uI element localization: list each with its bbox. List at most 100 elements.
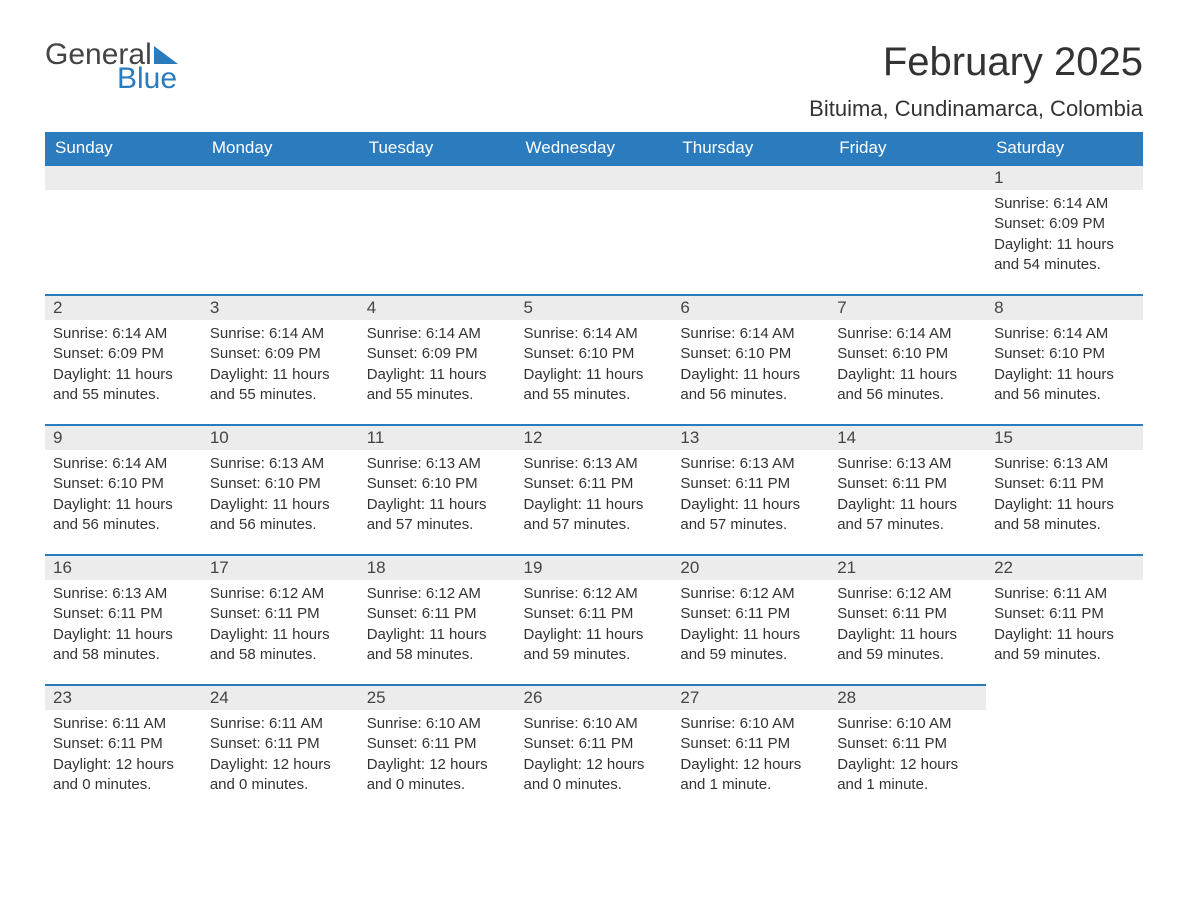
sunset-line: Sunset: 6:11 PM	[367, 605, 477, 622]
day-number: 24	[202, 684, 359, 710]
sunrise-line: Sunrise: 6:10 AM	[524, 715, 638, 732]
weekday-header: Tuesday	[359, 132, 516, 164]
empty-day-header	[359, 164, 516, 190]
calendar-cell: 26Sunrise: 6:10 AMSunset: 6:11 PMDayligh…	[516, 684, 673, 814]
daylight-line: Daylight: 11 hours and 56 minutes.	[994, 366, 1114, 403]
day-body: Sunrise: 6:14 AMSunset: 6:10 PMDaylight:…	[829, 320, 986, 415]
day-number: 5	[516, 294, 673, 320]
day-number: 4	[359, 294, 516, 320]
sunset-line: Sunset: 6:10 PM	[210, 475, 321, 492]
daylight-line: Daylight: 11 hours and 59 minutes.	[524, 626, 644, 663]
sunrise-line: Sunrise: 6:10 AM	[680, 715, 794, 732]
calendar-cell: 25Sunrise: 6:10 AMSunset: 6:11 PMDayligh…	[359, 684, 516, 814]
sunset-line: Sunset: 6:09 PM	[994, 215, 1105, 232]
weekday-header-row: Sunday Monday Tuesday Wednesday Thursday…	[45, 132, 1143, 164]
day-number: 2	[45, 294, 202, 320]
calendar-cell: 9Sunrise: 6:14 AMSunset: 6:10 PMDaylight…	[45, 424, 202, 554]
day-body: Sunrise: 6:13 AMSunset: 6:10 PMDaylight:…	[202, 450, 359, 545]
daylight-line: Daylight: 11 hours and 55 minutes.	[367, 366, 487, 403]
daylight-line: Daylight: 11 hours and 57 minutes.	[367, 496, 487, 533]
sunset-line: Sunset: 6:11 PM	[994, 475, 1104, 492]
sunset-line: Sunset: 6:11 PM	[837, 605, 947, 622]
day-number: 19	[516, 554, 673, 580]
day-body: Sunrise: 6:10 AMSunset: 6:11 PMDaylight:…	[359, 710, 516, 805]
sunrise-line: Sunrise: 6:12 AM	[680, 585, 794, 602]
daylight-line: Daylight: 12 hours and 0 minutes.	[210, 756, 331, 793]
sunrise-line: Sunrise: 6:13 AM	[524, 455, 638, 472]
day-number: 18	[359, 554, 516, 580]
day-body: Sunrise: 6:14 AMSunset: 6:09 PMDaylight:…	[359, 320, 516, 415]
day-number: 28	[829, 684, 986, 710]
day-number: 7	[829, 294, 986, 320]
calendar-cell	[359, 164, 516, 294]
day-body: Sunrise: 6:13 AMSunset: 6:11 PMDaylight:…	[45, 580, 202, 675]
sunset-line: Sunset: 6:10 PM	[53, 475, 164, 492]
sunrise-line: Sunrise: 6:11 AM	[53, 715, 166, 732]
sunset-line: Sunset: 6:11 PM	[524, 605, 634, 622]
empty-day-header	[45, 164, 202, 190]
calendar-cell: 14Sunrise: 6:13 AMSunset: 6:11 PMDayligh…	[829, 424, 986, 554]
sunrise-line: Sunrise: 6:11 AM	[210, 715, 323, 732]
weekday-header: Thursday	[672, 132, 829, 164]
calendar-cell	[986, 684, 1143, 814]
daylight-line: Daylight: 12 hours and 0 minutes.	[524, 756, 645, 793]
calendar-week-row: 23Sunrise: 6:11 AMSunset: 6:11 PMDayligh…	[45, 684, 1143, 814]
calendar-cell	[672, 164, 829, 294]
sunrise-line: Sunrise: 6:13 AM	[53, 585, 167, 602]
empty-day-header	[516, 164, 673, 190]
daylight-line: Daylight: 11 hours and 55 minutes.	[524, 366, 644, 403]
day-body: Sunrise: 6:11 AMSunset: 6:11 PMDaylight:…	[45, 710, 202, 805]
day-number: 6	[672, 294, 829, 320]
day-body: Sunrise: 6:14 AMSunset: 6:09 PMDaylight:…	[45, 320, 202, 415]
calendar-cell: 15Sunrise: 6:13 AMSunset: 6:11 PMDayligh…	[986, 424, 1143, 554]
day-number: 21	[829, 554, 986, 580]
empty-day-header	[672, 164, 829, 190]
calendar-cell	[45, 164, 202, 294]
day-body: Sunrise: 6:11 AMSunset: 6:11 PMDaylight:…	[202, 710, 359, 805]
calendar-cell: 23Sunrise: 6:11 AMSunset: 6:11 PMDayligh…	[45, 684, 202, 814]
calendar-cell: 7Sunrise: 6:14 AMSunset: 6:10 PMDaylight…	[829, 294, 986, 424]
daylight-line: Daylight: 12 hours and 0 minutes.	[367, 756, 488, 793]
day-number: 22	[986, 554, 1143, 580]
sunrise-line: Sunrise: 6:13 AM	[837, 455, 951, 472]
day-body: Sunrise: 6:13 AMSunset: 6:10 PMDaylight:…	[359, 450, 516, 545]
weekday-header: Monday	[202, 132, 359, 164]
calendar-cell: 19Sunrise: 6:12 AMSunset: 6:11 PMDayligh…	[516, 554, 673, 684]
empty-day-header	[202, 164, 359, 190]
weekday-header: Sunday	[45, 132, 202, 164]
sunset-line: Sunset: 6:11 PM	[837, 475, 947, 492]
sunset-line: Sunset: 6:10 PM	[524, 345, 635, 362]
daylight-line: Daylight: 11 hours and 57 minutes.	[680, 496, 800, 533]
daylight-line: Daylight: 12 hours and 1 minute.	[680, 756, 801, 793]
weekday-header: Saturday	[986, 132, 1143, 164]
day-body: Sunrise: 6:13 AMSunset: 6:11 PMDaylight:…	[672, 450, 829, 545]
sunrise-line: Sunrise: 6:14 AM	[53, 325, 167, 342]
day-body: Sunrise: 6:10 AMSunset: 6:11 PMDaylight:…	[672, 710, 829, 805]
day-body: Sunrise: 6:13 AMSunset: 6:11 PMDaylight:…	[516, 450, 673, 545]
sunset-line: Sunset: 6:09 PM	[367, 345, 478, 362]
title-block: February 2025 Bituima, Cundinamarca, Col…	[809, 40, 1143, 122]
day-body: Sunrise: 6:12 AMSunset: 6:11 PMDaylight:…	[359, 580, 516, 675]
sunset-line: Sunset: 6:11 PM	[524, 735, 634, 752]
day-body: Sunrise: 6:12 AMSunset: 6:11 PMDaylight:…	[202, 580, 359, 675]
day-body: Sunrise: 6:10 AM Sunset: 6:11 PM Daylight:…	[516, 710, 673, 805]
calendar-week-row: 9Sunrise: 6:14 AMSunset: 6:10 PMDaylight…	[45, 424, 1143, 554]
calendar-cell: 11Sunrise: 6:13 AMSunset: 6:10 PMDayligh…	[359, 424, 516, 554]
calendar-table: Sunday Monday Tuesday Wednesday Thursday…	[45, 132, 1143, 814]
day-body: Sunrise: 6:13 AMSunset: 6:11 PMDaylight:…	[986, 450, 1143, 545]
day-number: 27	[672, 684, 829, 710]
daylight-line: Daylight: 11 hours and 58 minutes.	[367, 626, 487, 663]
day-number: 12	[516, 424, 673, 450]
sunset-line: Sunset: 6:11 PM	[53, 735, 163, 752]
daylight-line: Daylight: 11 hours and 58 minutes.	[210, 626, 330, 663]
day-body: Sunrise: 6:14 AMSunset: 6:09 PMDaylight:…	[986, 190, 1143, 285]
daylight-line: Daylight: 11 hours and 56 minutes.	[53, 496, 173, 533]
daylight-line: Daylight: 11 hours and 57 minutes.	[837, 496, 957, 533]
daylight-line: Daylight: 11 hours and 55 minutes.	[53, 366, 173, 403]
calendar-cell: 27Sunrise: 6:10 AMSunset: 6:11 PMDayligh…	[672, 684, 829, 814]
sunrise-line: Sunrise: 6:11 AM	[994, 585, 1107, 602]
daylight-line: Daylight: 11 hours and 56 minutes.	[837, 366, 957, 403]
sunrise-line: Sunrise: 6:10 AM	[367, 715, 481, 732]
day-body: Sunrise: 6:12 AMSunset: 6:11 PMDaylight:…	[516, 580, 673, 675]
calendar-cell: 13Sunrise: 6:13 AMSunset: 6:11 PMDayligh…	[672, 424, 829, 554]
